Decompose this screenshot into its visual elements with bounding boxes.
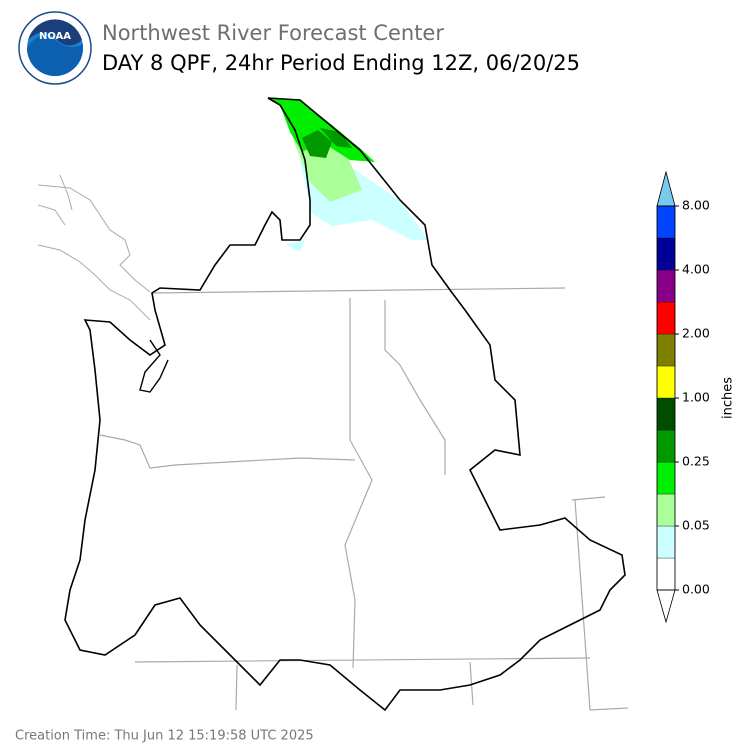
state-lines [99,287,629,711]
org-title: Northwest River Forecast Center [102,21,444,45]
colorbar-segment [656,365,676,399]
colorbar-tick-label: 0.00 [682,582,710,597]
logo: NOAA [18,11,92,85]
colorbar-tick-label: 2.00 [682,326,710,341]
colorbar-tick-label: 0.05 [682,518,710,533]
colorbar-segment [656,333,676,367]
colorbar-segment [656,397,676,431]
colorbar-label: inches [721,377,736,419]
colorbar-segment [656,429,676,463]
logo-text: NOAA [39,31,71,42]
map-title: DAY 8 QPF, 24hr Period Ending 12Z, 06/20… [102,51,580,75]
colorbar-segment [656,205,676,239]
colorbar: 0.00 0.05 0.25 1.00 2.00 4.00 8.00 [656,170,710,624]
colorbar-segment [656,269,676,303]
colorbar-tick-label: 0.25 [682,454,710,469]
precip-green [302,128,352,158]
colorbar-tick-label: 4.00 [682,262,710,277]
map [37,97,629,712]
creation-time: Creation Time: Thu Jun 12 15:19:58 UTC 2… [15,729,314,744]
colorbar-tick-label: 8.00 [682,198,710,213]
puget-sound [139,339,169,393]
basin-outline [64,97,626,712]
colorbar-over [656,170,676,207]
colorbar-segment [656,461,676,495]
colorbar-segment [656,493,676,527]
colorbar-segment [656,557,676,591]
colorbar-segment [656,237,676,271]
colorbar-segment [656,301,676,335]
bc-coastline [37,174,151,321]
colorbar-segment [656,525,676,559]
colorbar-under [656,589,676,624]
colorbar-tick-label: 1.00 [682,390,710,405]
